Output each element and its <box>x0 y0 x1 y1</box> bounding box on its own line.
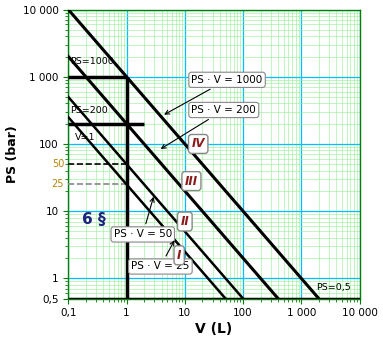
Text: PS · V = 25: PS · V = 25 <box>131 241 190 272</box>
Text: PS · V = 1000: PS · V = 1000 <box>165 75 263 114</box>
Text: 50: 50 <box>52 159 64 169</box>
Text: IV: IV <box>192 137 205 150</box>
Text: 6 §: 6 § <box>82 212 105 227</box>
Text: 25: 25 <box>52 180 64 189</box>
Text: PS=0,5: PS=0,5 <box>316 283 351 292</box>
Text: PS · V = 50: PS · V = 50 <box>114 198 172 239</box>
Text: II: II <box>180 215 189 228</box>
X-axis label: V (L): V (L) <box>195 323 232 337</box>
Text: PS · V = 200: PS · V = 200 <box>162 105 256 148</box>
Text: V=1: V=1 <box>75 133 95 142</box>
Text: PS=1000: PS=1000 <box>70 57 114 66</box>
Text: III: III <box>185 174 198 188</box>
Y-axis label: PS (bar): PS (bar) <box>6 125 18 183</box>
Text: PS=200: PS=200 <box>70 106 108 115</box>
Text: I: I <box>177 249 181 262</box>
